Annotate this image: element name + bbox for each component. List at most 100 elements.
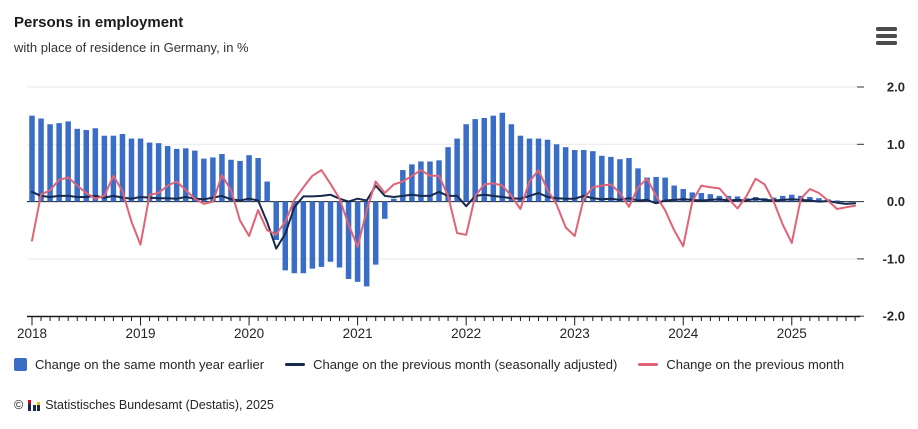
bar [291,201,298,274]
x-axis-year-label: 2018 [17,326,47,341]
bar [137,138,144,202]
y-axis-label: -2.0 [883,309,905,324]
bar [38,118,44,202]
bar [418,161,424,202]
bar [282,201,289,271]
source-note: © Statistisches Bundesamt (Destatis), 20… [14,398,274,412]
bar [201,158,207,202]
source-text: Statistisches Bundesamt (Destatis), 2025 [45,398,274,412]
legend-item-mom[interactable]: Change on the previous month [638,357,844,372]
bar [382,201,388,219]
bar [345,201,352,279]
x-axis-year-label: 2024 [668,326,699,341]
bar [128,138,135,202]
line-swatch-icon [285,363,306,366]
bar [852,201,858,203]
bar [662,177,668,202]
bar [164,146,171,202]
bar [779,195,786,202]
y-axis-label: 0.0 [887,194,905,209]
legend-label: Change on the same month year earlier [35,357,265,372]
bar [146,142,153,202]
destatis-bars-icon [28,399,41,411]
bar [445,147,451,202]
bar [626,158,632,202]
bar [653,176,659,202]
bar [526,138,533,202]
bar [318,201,325,267]
bar [29,115,35,202]
x-axis-year-label: 2020 [234,326,264,341]
bar [590,151,596,202]
bar [101,135,108,202]
bar [363,201,370,287]
x-axis-year-label: 2021 [343,326,373,341]
bar [608,156,614,202]
bar [436,160,442,202]
legend-label: Change on the previous month [666,357,845,372]
bar [671,185,677,202]
bar [92,128,99,202]
bar [183,148,189,202]
y-axis-label: -1.0 [883,251,905,266]
chart-svg: 2.0 1.0 0.0 -1.0 -2.0 2018 2019 2020 2021 2022 202… [17,80,905,342]
bar [409,164,415,202]
page-title: Persons in employment [14,14,184,31]
bar [635,168,641,202]
legend-label: Change on the previous month (seasonally… [313,357,618,372]
bar [273,201,279,240]
bar [246,155,252,202]
y-axis-label: 2.0 [887,80,905,95]
bar [562,147,569,202]
legend-item-mom-sa[interactable]: Change on the previous month (seasonally… [285,357,617,372]
bar [698,193,705,202]
bar [581,150,587,202]
x-axis-year-label: 2023 [560,326,590,341]
bar [155,143,162,202]
bar [843,201,849,202]
bar [490,115,497,202]
bar [192,150,198,202]
hamburger-icon [876,27,897,31]
bar [481,117,487,202]
bar [354,201,361,282]
y-axis-label: 1.0 [887,137,905,152]
bar [264,181,270,202]
line-series-seasonally-adjusted [31,184,857,250]
x-axis-year-label: 2019 [126,326,156,341]
bar [553,144,560,202]
hamburger-icon [876,34,897,38]
line-swatch-icon [638,363,659,366]
bar [517,135,524,202]
bar [617,159,623,202]
page-subtitle: with place of residence in Germany, in % [14,40,249,55]
bar [571,150,578,202]
bar-swatch-icon [14,358,27,371]
bar [599,155,605,202]
bar [300,201,307,274]
bar [508,124,515,202]
bar [309,201,316,269]
bar [173,148,180,202]
bar [427,161,433,202]
bar [47,124,53,202]
bar [327,201,334,262]
legend-item-yoy[interactable]: Change on the same month year earlier [14,357,264,372]
bar [210,157,216,202]
bar [228,159,234,202]
line-series-previous-month [31,169,857,248]
bar [391,198,397,202]
bar [472,119,478,202]
bar [400,170,406,202]
bar [65,121,71,202]
bar [816,198,822,202]
copyright-symbol: © [14,398,24,412]
hamburger-menu-button[interactable] [876,27,897,45]
bar [372,201,379,265]
bar [237,160,243,202]
bar [689,192,696,202]
bar [834,200,840,202]
bar [644,177,650,202]
bar [56,123,62,202]
